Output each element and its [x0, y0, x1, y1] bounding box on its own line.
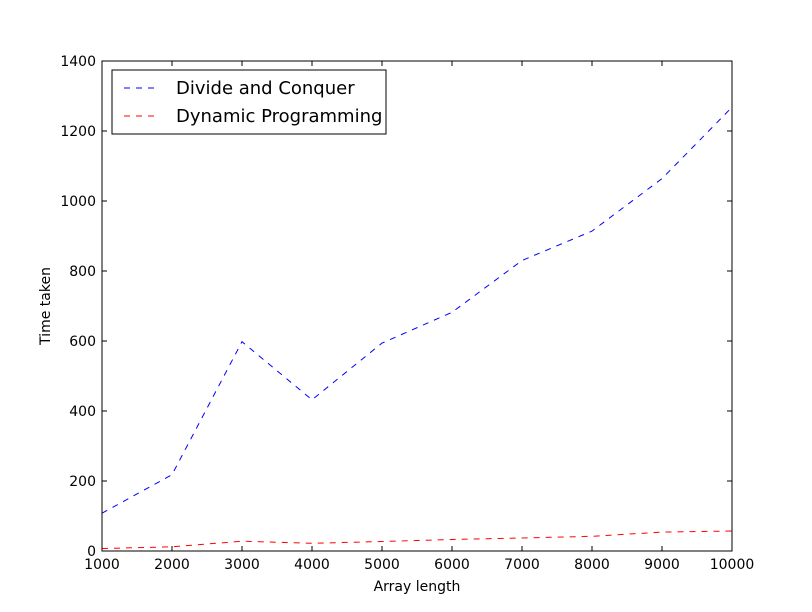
- y-tick-label: 1400: [60, 54, 96, 70]
- ticks-layer: 1000 2000 3000 4000 5000 6000 7000 8000 9000 1000…: [60, 54, 754, 573]
- x-tick-label: 3000: [224, 557, 260, 573]
- y-tick-label: 800: [69, 264, 96, 280]
- y-tick-label: 1200: [60, 124, 96, 140]
- y-axis-title: Time taken: [38, 267, 54, 346]
- legend: Divide and Conquer Dynamic Programming: [111, 69, 387, 135]
- x-tick-label: 9000: [644, 557, 680, 573]
- x-tick-label: 10000: [710, 557, 755, 573]
- x-tick-label: 4000: [294, 557, 330, 573]
- y-tick-label: 400: [69, 404, 96, 420]
- x-axis-title: Array length: [374, 579, 461, 595]
- series-layer: [101, 106, 733, 549]
- x-tick-label: 1000: [84, 557, 120, 573]
- y-tick-label: 200: [69, 474, 96, 490]
- y-tick-label: 0: [87, 544, 96, 560]
- legend-box: [111, 69, 387, 135]
- series-line-2: [101, 530, 733, 549]
- legend-label-2: Dynamic Programming: [176, 106, 382, 127]
- series-line-1: [101, 106, 733, 514]
- plot-frame: [101, 60, 733, 552]
- y-tick-label: 600: [69, 334, 96, 350]
- x-tick-label: 2000: [154, 557, 190, 573]
- x-tick-label: 8000: [574, 557, 610, 573]
- x-tick-label: 7000: [504, 557, 540, 573]
- x-tick-label: 5000: [364, 557, 400, 573]
- legend-label-1: Divide and Conquer: [176, 78, 355, 99]
- y-tick-label: 1000: [60, 194, 96, 210]
- x-tick-label: 6000: [434, 557, 470, 573]
